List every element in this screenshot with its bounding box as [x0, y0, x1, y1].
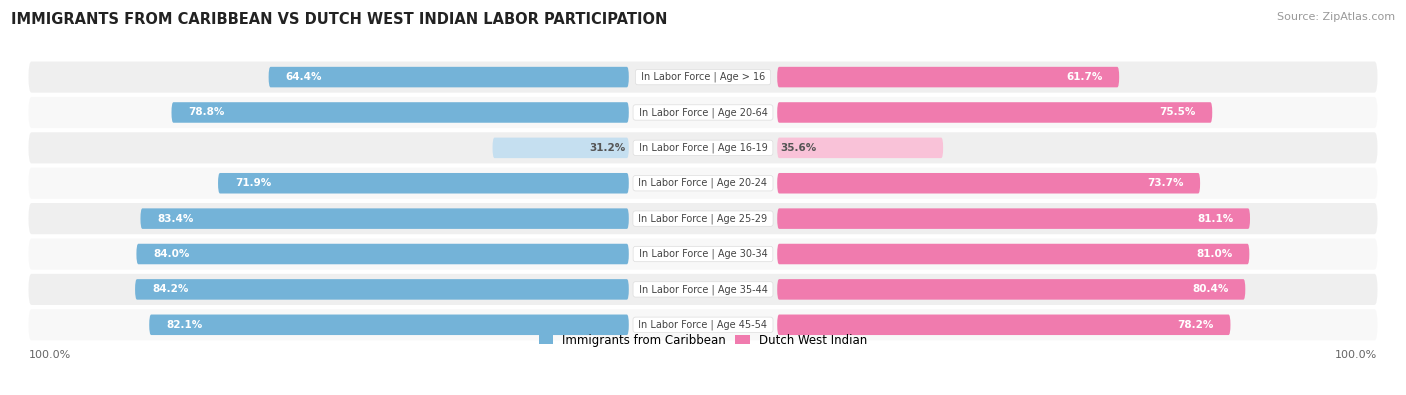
Text: 84.0%: 84.0%	[153, 249, 190, 259]
FancyBboxPatch shape	[28, 97, 1378, 128]
Text: 100.0%: 100.0%	[1336, 350, 1378, 360]
Text: 31.2%: 31.2%	[589, 143, 626, 153]
Text: 80.4%: 80.4%	[1192, 284, 1229, 294]
FancyBboxPatch shape	[778, 173, 1201, 194]
FancyBboxPatch shape	[778, 314, 1230, 335]
FancyBboxPatch shape	[28, 132, 1378, 164]
FancyBboxPatch shape	[778, 244, 1250, 264]
FancyBboxPatch shape	[492, 137, 628, 158]
FancyBboxPatch shape	[778, 67, 1119, 87]
FancyBboxPatch shape	[269, 67, 628, 87]
Text: 81.0%: 81.0%	[1197, 249, 1233, 259]
Text: 75.5%: 75.5%	[1159, 107, 1195, 117]
Text: 35.6%: 35.6%	[780, 143, 817, 153]
Text: 84.2%: 84.2%	[152, 284, 188, 294]
Text: In Labor Force | Age 35-44: In Labor Force | Age 35-44	[636, 284, 770, 295]
FancyBboxPatch shape	[149, 314, 628, 335]
FancyBboxPatch shape	[28, 309, 1378, 340]
FancyBboxPatch shape	[141, 209, 628, 229]
Text: 83.4%: 83.4%	[157, 214, 194, 224]
FancyBboxPatch shape	[28, 167, 1378, 199]
FancyBboxPatch shape	[778, 102, 1212, 123]
FancyBboxPatch shape	[28, 62, 1378, 93]
Text: 100.0%: 100.0%	[28, 350, 70, 360]
Text: IMMIGRANTS FROM CARIBBEAN VS DUTCH WEST INDIAN LABOR PARTICIPATION: IMMIGRANTS FROM CARIBBEAN VS DUTCH WEST …	[11, 12, 668, 27]
FancyBboxPatch shape	[778, 209, 1250, 229]
Text: In Labor Force | Age > 16: In Labor Force | Age > 16	[638, 72, 768, 82]
FancyBboxPatch shape	[778, 279, 1246, 300]
Text: 64.4%: 64.4%	[285, 72, 322, 82]
FancyBboxPatch shape	[135, 279, 628, 300]
Text: 81.1%: 81.1%	[1197, 214, 1233, 224]
Text: In Labor Force | Age 16-19: In Labor Force | Age 16-19	[636, 143, 770, 153]
Text: 78.8%: 78.8%	[188, 107, 225, 117]
Text: In Labor Force | Age 30-34: In Labor Force | Age 30-34	[636, 249, 770, 259]
Text: Source: ZipAtlas.com: Source: ZipAtlas.com	[1277, 12, 1395, 22]
FancyBboxPatch shape	[218, 173, 628, 194]
Text: 78.2%: 78.2%	[1177, 320, 1213, 330]
Text: In Labor Force | Age 25-29: In Labor Force | Age 25-29	[636, 213, 770, 224]
Legend: Immigrants from Caribbean, Dutch West Indian: Immigrants from Caribbean, Dutch West In…	[534, 329, 872, 352]
FancyBboxPatch shape	[778, 137, 943, 158]
Text: 61.7%: 61.7%	[1066, 72, 1102, 82]
FancyBboxPatch shape	[28, 203, 1378, 234]
Text: In Labor Force | Age 20-24: In Labor Force | Age 20-24	[636, 178, 770, 188]
FancyBboxPatch shape	[28, 274, 1378, 305]
Text: 73.7%: 73.7%	[1147, 178, 1184, 188]
FancyBboxPatch shape	[136, 244, 628, 264]
FancyBboxPatch shape	[28, 239, 1378, 269]
Text: In Labor Force | Age 20-64: In Labor Force | Age 20-64	[636, 107, 770, 118]
Text: 82.1%: 82.1%	[166, 320, 202, 330]
FancyBboxPatch shape	[172, 102, 628, 123]
Text: 71.9%: 71.9%	[235, 178, 271, 188]
Text: In Labor Force | Age 45-54: In Labor Force | Age 45-54	[636, 320, 770, 330]
